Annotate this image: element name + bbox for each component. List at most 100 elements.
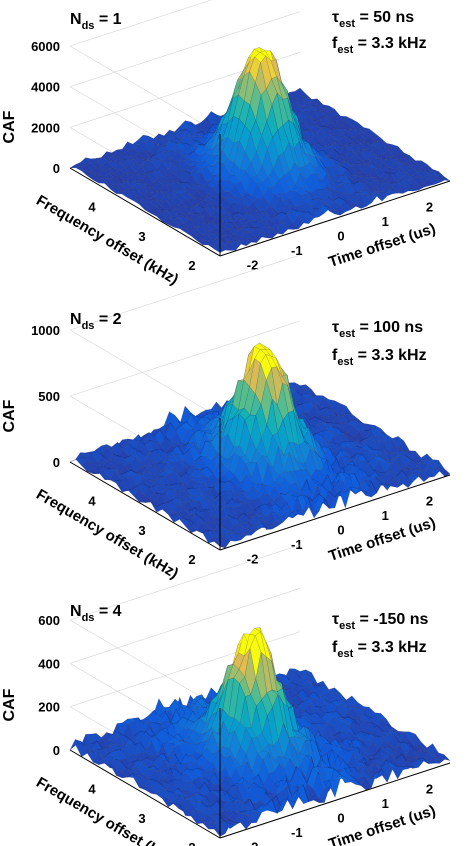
n-ds-label-main: N bbox=[70, 11, 82, 28]
n-ds-label: Nds = 2 bbox=[70, 311, 122, 332]
z-tick-label: 2000 bbox=[31, 120, 60, 135]
freq-tick-label: 3 bbox=[138, 229, 145, 244]
z-axis-label: CAF bbox=[1, 688, 18, 721]
n-ds-label-main: N bbox=[70, 311, 82, 328]
n-ds-label-sub: ds bbox=[82, 612, 95, 624]
z-tick-label: 4000 bbox=[31, 80, 60, 95]
n-ds-label: Nds = 1 bbox=[70, 11, 122, 32]
z-tick-label: 600 bbox=[38, 613, 60, 628]
f-est-label: fest = 3.3 kHz bbox=[332, 347, 427, 368]
surface-mesh bbox=[69, 627, 451, 837]
time-tick-label: 1 bbox=[382, 796, 389, 811]
time-tick-label: -1 bbox=[291, 243, 303, 258]
n-ds-label-rest: = 4 bbox=[94, 603, 121, 620]
n-ds-label-rest: = 2 bbox=[94, 311, 121, 328]
f-est-label-sub: est bbox=[337, 44, 353, 56]
f-est-label-main: f bbox=[332, 639, 338, 656]
freq-tick-label: 4 bbox=[88, 781, 96, 796]
time-tick-label: -2 bbox=[247, 551, 259, 566]
time-tick-label: 1 bbox=[382, 508, 389, 523]
z-tick-label: 0 bbox=[53, 455, 60, 470]
tau-est-label-sub: est bbox=[339, 18, 355, 30]
z-tick-label: 500 bbox=[38, 389, 60, 404]
tau-est-label-main: τ bbox=[332, 319, 339, 336]
freq-tick-label: 2 bbox=[188, 552, 195, 567]
time-tick-label: 0 bbox=[337, 523, 344, 538]
time-tick-label: 1 bbox=[382, 214, 389, 229]
tau-est-label: τest = 50 ns bbox=[332, 9, 414, 30]
n-ds-label-sub: ds bbox=[82, 320, 95, 332]
grid-line bbox=[69, 254, 301, 331]
axes bbox=[69, 134, 451, 257]
freq-tick-label: 2 bbox=[188, 840, 195, 846]
n-ds-label-main: N bbox=[70, 603, 82, 620]
f-est-label: fest = 3.3 kHz bbox=[332, 639, 427, 660]
z-tick-label: 0 bbox=[53, 743, 60, 758]
surface-cell bbox=[438, 176, 451, 182]
freq-axis-line bbox=[69, 461, 221, 551]
freq-tick-label: 3 bbox=[138, 523, 145, 538]
tau-est-label-main: τ bbox=[332, 611, 339, 628]
surface-mesh bbox=[69, 342, 451, 549]
z-axis-label: CAF bbox=[1, 399, 18, 432]
surface-cell bbox=[438, 754, 451, 762]
grid-line bbox=[69, 0, 213, 47]
time-tick-label: -1 bbox=[291, 537, 303, 552]
time-tick-label: 0 bbox=[337, 811, 344, 826]
tau-est-label-main: τ bbox=[332, 9, 339, 26]
axes bbox=[69, 418, 451, 551]
tau-est-label: τest = -150 ns bbox=[332, 611, 429, 632]
n-ds-label-rest: = 1 bbox=[94, 11, 121, 28]
surface-mesh bbox=[69, 47, 451, 253]
f-est-label-main: f bbox=[332, 347, 338, 364]
tau-est-label: τest = 100 ns bbox=[332, 319, 423, 340]
z-axis-label: CAF bbox=[1, 110, 18, 143]
z-tick-label: 1000 bbox=[31, 323, 60, 338]
time-tick-label: -1 bbox=[291, 825, 303, 840]
axes bbox=[69, 708, 451, 839]
f-est-label: fest = 3.3 kHz bbox=[332, 35, 427, 56]
time-tick-label: 2 bbox=[426, 200, 433, 215]
time-tick-label: 0 bbox=[337, 229, 344, 244]
grid-line bbox=[69, 45, 221, 135]
n-ds-label: Nds = 4 bbox=[70, 603, 122, 624]
grid-line bbox=[69, 11, 301, 87]
freq-tick-label: 4 bbox=[88, 493, 96, 508]
tau-est-label-rest: = -150 ns bbox=[355, 611, 428, 628]
surface-plot-3: 0200400600CAF234Frequency offset (kHz)-2… bbox=[1, 544, 451, 846]
f-est-label-sub: est bbox=[337, 648, 353, 660]
freq-axis-line bbox=[69, 167, 221, 257]
time-tick-label: 2 bbox=[426, 782, 433, 797]
grid-line bbox=[69, 329, 221, 419]
time-axis-line bbox=[219, 180, 451, 257]
f-est-label-rest: = 3.3 kHz bbox=[353, 639, 426, 656]
tau-est-label-rest: = 100 ns bbox=[355, 319, 423, 336]
time-tick-label: 2 bbox=[426, 494, 433, 509]
f-est-label-rest: = 3.3 kHz bbox=[353, 347, 426, 364]
tau-est-label-rest: = 50 ns bbox=[355, 9, 414, 26]
grid-line bbox=[69, 320, 301, 397]
time-tick-label: -2 bbox=[247, 839, 259, 846]
f-est-label-rest: = 3.3 kHz bbox=[353, 35, 426, 52]
surface-cell bbox=[438, 466, 451, 477]
grid-line bbox=[69, 619, 221, 709]
tau-est-label-sub: est bbox=[339, 620, 355, 632]
freq-tick-label: 2 bbox=[188, 258, 195, 273]
tau-est-label-sub: est bbox=[339, 328, 355, 340]
grid-line bbox=[69, 544, 301, 621]
freq-tick-label: 4 bbox=[88, 199, 96, 214]
time-axis-line bbox=[219, 474, 451, 551]
time-tick-label: -2 bbox=[247, 257, 259, 272]
freq-axis-line bbox=[69, 749, 221, 839]
z-tick-label: 0 bbox=[53, 161, 60, 176]
n-ds-label-sub: ds bbox=[82, 20, 95, 32]
z-tick-label: 6000 bbox=[31, 39, 60, 54]
z-tick-label: 400 bbox=[38, 656, 60, 671]
time-axis-line bbox=[219, 762, 451, 839]
grid-line bbox=[69, 588, 301, 664]
f-est-label-main: f bbox=[332, 35, 338, 52]
